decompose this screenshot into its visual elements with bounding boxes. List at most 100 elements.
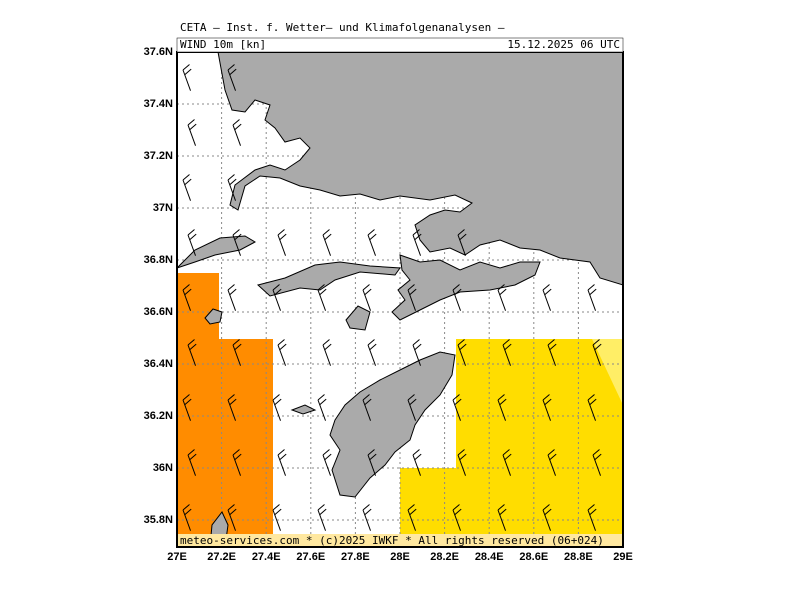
barb-feather (499, 508, 507, 516)
wind-zone-orange (177, 273, 273, 537)
lon-label: 27E (167, 551, 187, 563)
wind-barb (322, 339, 332, 366)
wind-barb (232, 449, 242, 476)
wind-barb (592, 339, 602, 366)
barb-staff (182, 289, 191, 311)
barb-staff (412, 344, 421, 366)
barb-feather (364, 508, 372, 516)
lat-label: 37.6N (144, 46, 173, 58)
barb-feather (549, 343, 557, 351)
wind-barb (502, 339, 512, 366)
wind-barb (227, 504, 237, 531)
barb-staff (272, 399, 281, 421)
wind-barb (272, 394, 282, 421)
barb-feather (414, 233, 422, 241)
barb-feather (407, 504, 415, 511)
wind-barb (542, 504, 552, 531)
wind-barb (412, 229, 422, 256)
barb-feather (542, 504, 550, 511)
barb-staff (412, 454, 421, 476)
barb-feather (504, 453, 512, 461)
barb-staff (322, 344, 331, 366)
barb-staff (277, 234, 286, 256)
barb-feather (367, 229, 375, 236)
barb-feather (317, 284, 325, 291)
barb-feather (187, 229, 195, 236)
barb-feather (409, 508, 417, 516)
barb-feather (459, 453, 467, 461)
chalki (290, 404, 317, 415)
barb-feather (279, 453, 287, 461)
institute: CETA — Inst. f. Wetter— und Klimafolgena… (180, 21, 505, 34)
barb-feather (184, 288, 192, 296)
lat-label: 36.8N (144, 254, 173, 266)
barb-feather (189, 453, 197, 461)
barb-staff (227, 509, 236, 531)
barb-feather (279, 233, 287, 241)
wind-barb (587, 504, 597, 531)
wind-barb (542, 284, 552, 311)
wind-barb (182, 284, 192, 311)
barb-staff (317, 289, 326, 311)
barb-feather (409, 398, 417, 406)
islet (204, 308, 223, 325)
wind-barb (232, 119, 242, 146)
barb-feather (227, 174, 235, 181)
barb-feather (544, 508, 552, 516)
wind-barb (182, 394, 192, 421)
barb-feather (324, 343, 332, 351)
wind-barb (187, 229, 197, 256)
barb-feather (457, 449, 465, 456)
barb-feather (272, 394, 280, 401)
barb-feather (182, 284, 190, 291)
lon-label: 27.4E (252, 551, 281, 563)
barb-staff (457, 344, 466, 366)
barb-feather (589, 288, 597, 296)
wind-barb (592, 449, 602, 476)
barb-feather (369, 233, 377, 241)
lat-label: 37N (153, 202, 173, 214)
barb-staff (232, 234, 241, 256)
barb-staff (457, 454, 466, 476)
barb-staff (277, 344, 286, 366)
wind-barb (182, 504, 192, 531)
barb-feather (317, 504, 325, 511)
barb-staff (412, 234, 421, 256)
barb-feather (542, 284, 550, 291)
wind-barb (457, 449, 467, 476)
wind-barb (272, 284, 282, 311)
barb-feather (232, 229, 240, 236)
barb-staff (362, 509, 371, 531)
barb-feather (229, 178, 237, 186)
barb-feather (504, 343, 512, 351)
barb-staff (232, 124, 241, 146)
barb-feather (227, 394, 235, 401)
barb-feather (277, 449, 285, 456)
wind-barb (317, 504, 327, 531)
barb-staff (322, 234, 331, 256)
barb-feather (189, 233, 197, 241)
barb-feather (502, 339, 510, 346)
barb-feather (229, 508, 237, 516)
wind-barb (457, 229, 467, 256)
barb-staff (452, 509, 461, 531)
barb-feather (277, 229, 285, 236)
wind-barb (367, 229, 377, 256)
wind-barb (227, 284, 237, 311)
wind-barb (277, 339, 287, 366)
barb-staff (542, 289, 551, 311)
barb-feather (499, 398, 507, 406)
barb-staff (457, 234, 466, 256)
barb-feather (182, 174, 190, 181)
barb-feather (544, 288, 552, 296)
wind-barb (232, 339, 242, 366)
nisyros-tilos (256, 261, 401, 297)
wind-barb (322, 449, 332, 476)
wind-barbs (182, 64, 602, 531)
barb-feather (362, 504, 370, 511)
lon-label: 27.6E (296, 551, 325, 563)
wind-zone-light (592, 339, 623, 405)
wind-barb (187, 449, 197, 476)
barb-staff (407, 289, 416, 311)
barb-staff (227, 69, 236, 91)
